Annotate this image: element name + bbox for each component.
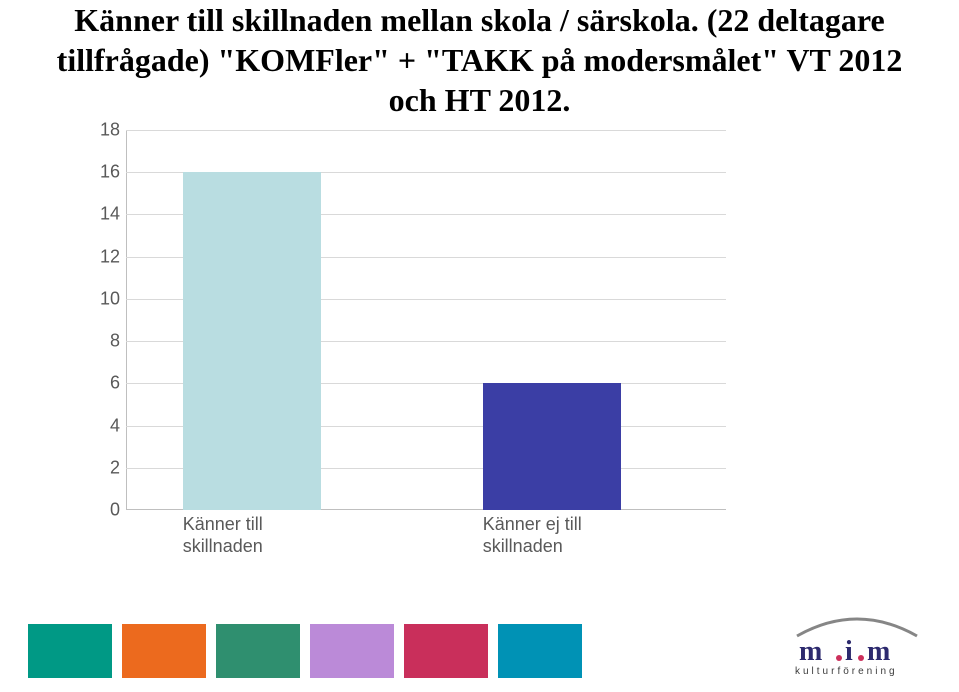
logo-letters-group: m i m [799,636,890,667]
footer-square [122,624,206,678]
logo-letter-m1: m [799,636,822,667]
plot-area [126,130,726,510]
footer-square [28,624,112,678]
logo-arc [797,619,917,636]
y-tick-label: 14 [70,204,120,225]
logo-svg: m i m kulturförening [777,608,937,678]
footer-square [216,624,300,678]
bar [183,172,321,510]
logo-dot-1 [836,655,842,661]
title-line-2: tillfrågade) "KOMFler" + "TAKK på moders… [0,40,959,80]
footer-square [498,624,582,678]
y-tick-label: 18 [70,120,120,141]
x-axis-label: Känner till skillnaden [183,514,381,557]
y-tick-label: 10 [70,288,120,309]
logo-dot-2 [858,655,864,661]
y-tick-label: 12 [70,246,120,267]
page-root: Känner till skillnaden mellan skola / sä… [0,0,959,692]
y-tick-label: 4 [70,415,120,436]
logo: m i m kulturförening [777,608,937,678]
chart-title: Känner till skillnaden mellan skola / sä… [0,0,959,120]
y-tick-label: 8 [70,331,120,352]
bar-chart: 024681012141618 Känner till skillnadenKä… [70,130,770,570]
bar [483,383,621,510]
footer-color-squares [28,624,582,678]
footer-square [310,624,394,678]
y-tick-label: 0 [70,500,120,521]
y-tick-label: 6 [70,373,120,394]
y-tick-label: 2 [70,457,120,478]
title-line-3: och HT 2012. [0,80,959,120]
y-tick-label: 16 [70,162,120,183]
logo-letter-m2: m [867,636,890,667]
footer-square [404,624,488,678]
y-axis-line [126,130,127,510]
y-axis: 024681012141618 [70,130,126,510]
title-line-1: Känner till skillnaden mellan skola / sä… [0,0,959,40]
logo-subtext: kulturförening [795,666,898,677]
logo-letter-i: i [845,636,853,667]
x-axis-label: Känner ej till skillnaden [483,514,681,557]
grid-line [126,130,726,131]
